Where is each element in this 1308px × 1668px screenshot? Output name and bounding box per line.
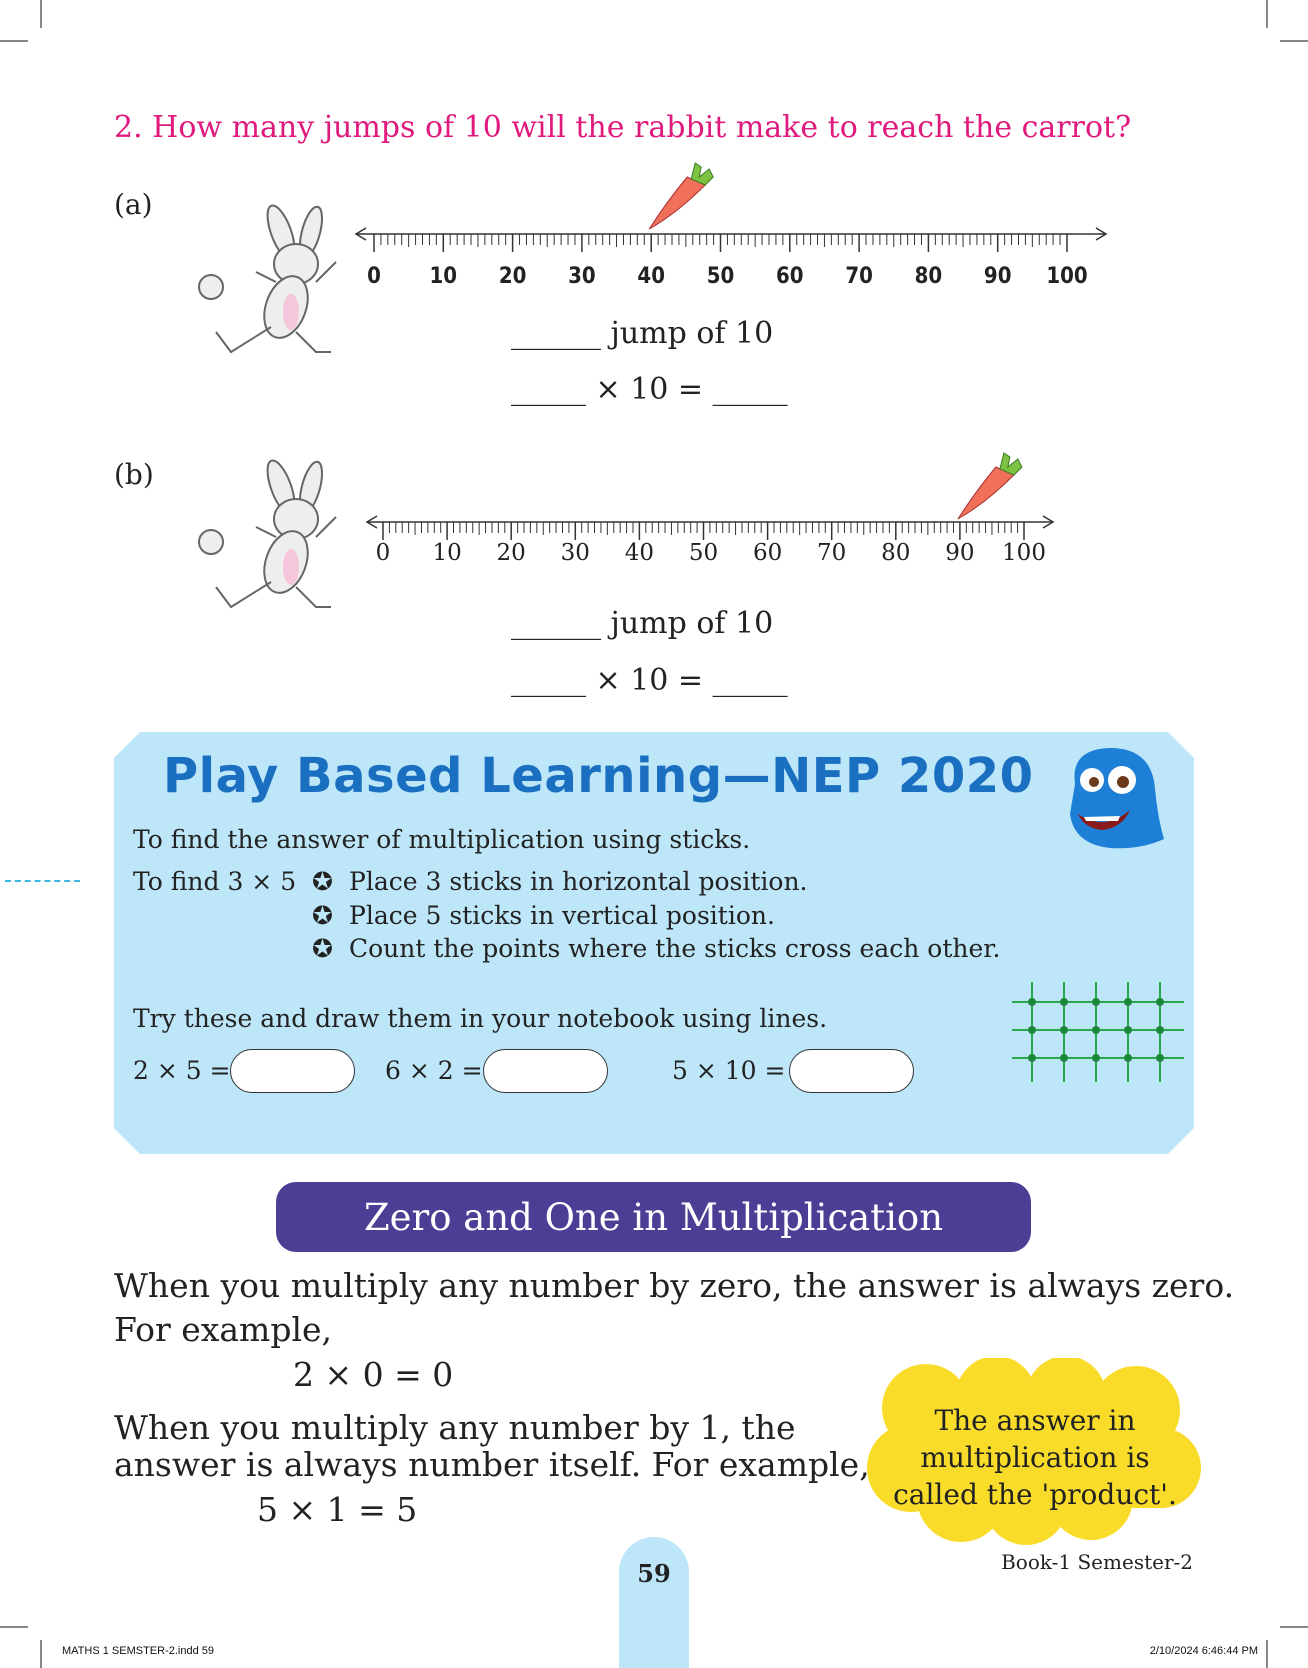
footer-file: MATHS 1 SEMSTER-2.indd 59 bbox=[62, 1645, 215, 1657]
one-rule-text-1: When you multiply any number by 1, the bbox=[114, 1408, 796, 1447]
tick-label: 80 bbox=[881, 540, 910, 566]
sticks-grid-diagram bbox=[1012, 982, 1184, 1082]
tick-label: 50 bbox=[707, 264, 735, 289]
crossing-point bbox=[1156, 1054, 1164, 1062]
tick-label: 30 bbox=[561, 540, 590, 566]
tick-label: 0 bbox=[376, 540, 391, 566]
play-try-text: Try these and draw them in your notebook… bbox=[133, 1004, 828, 1033]
crossing-point bbox=[1060, 1026, 1068, 1034]
crop-mark bbox=[0, 1626, 28, 1628]
crossing-point bbox=[1028, 1026, 1036, 1034]
tick-label: 60 bbox=[753, 540, 782, 566]
crossing-point bbox=[1156, 998, 1164, 1006]
rabbit-icon bbox=[198, 204, 337, 354]
tick-label: 30 bbox=[568, 264, 596, 289]
crossing-point bbox=[1124, 1054, 1132, 1062]
part-a-label: (a) bbox=[114, 188, 153, 221]
question-title: 2. How many jumps of 10 will the rabbit … bbox=[114, 110, 1132, 145]
crossing-point bbox=[1028, 998, 1036, 1006]
play-step: Count the points where the sticks cross … bbox=[349, 934, 1001, 963]
tick-label: 20 bbox=[497, 540, 526, 566]
zero-example: 2 × 0 = 0 bbox=[293, 1355, 454, 1394]
tick-label: 100 bbox=[1046, 264, 1087, 289]
crossing-point bbox=[1092, 1054, 1100, 1062]
play-step: Place 5 sticks in vertical position. bbox=[349, 901, 775, 930]
carrot-icon bbox=[648, 162, 714, 230]
play-step: Place 3 sticks in horizontal position. bbox=[349, 867, 808, 896]
number-lines: 0 10 20 30 40 50 60 70 80 90 100 0 10 20 30 40 50 60 70 80 9… bbox=[198, 162, 1108, 609]
tick-label: 80 bbox=[915, 264, 943, 289]
book-label: Book-1 Semester-2 bbox=[1001, 1550, 1193, 1574]
tick-label: 50 bbox=[689, 540, 718, 566]
tick-label: 70 bbox=[817, 540, 846, 566]
crossing-point bbox=[1028, 1054, 1036, 1062]
star-bullet-icon: ✪ bbox=[312, 934, 333, 963]
crossing-point bbox=[1060, 998, 1068, 1006]
crossing-point bbox=[1124, 998, 1132, 1006]
zero-rule-text: When you multiply any number by zero, th… bbox=[114, 1266, 1235, 1305]
crossing-point bbox=[1092, 1026, 1100, 1034]
page-number: 59 bbox=[637, 1559, 671, 1588]
exercise-label: 2 × 5 = bbox=[133, 1056, 231, 1085]
section-banner: Zero and One in Multiplication bbox=[276, 1182, 1031, 1252]
exercise-answer-box[interactable] bbox=[230, 1049, 355, 1093]
play-intro: To find the answer of multiplication usi… bbox=[133, 825, 751, 854]
play-find-label: To find 3 × 5 bbox=[133, 867, 297, 896]
crossing-point bbox=[1156, 1026, 1164, 1034]
part-b-equation: _____ × 10 = _____ bbox=[511, 663, 788, 698]
dashed-guide bbox=[5, 880, 80, 882]
number-line bbox=[354, 227, 1108, 252]
part-b-label: (b) bbox=[114, 458, 154, 491]
crop-mark bbox=[1280, 40, 1308, 42]
tick-label: 100 bbox=[1002, 540, 1046, 566]
page-number-tab: 59 bbox=[619, 1537, 689, 1668]
tick-label: 0 bbox=[367, 264, 381, 289]
one-example: 5 × 1 = 5 bbox=[257, 1490, 418, 1529]
star-bullet-icon: ✪ bbox=[312, 867, 333, 896]
number-line bbox=[365, 515, 1055, 540]
star-bullet-icon: ✪ bbox=[312, 901, 333, 930]
crop-mark bbox=[0, 40, 28, 42]
tick-label: 90 bbox=[945, 540, 974, 566]
tick-label: 10 bbox=[432, 540, 461, 566]
for-example-text: For example, bbox=[114, 1310, 333, 1349]
crop-mark bbox=[40, 0, 42, 28]
monster-mascot-icon bbox=[1070, 748, 1164, 849]
crop-mark bbox=[1266, 1640, 1268, 1668]
crop-mark bbox=[1266, 0, 1268, 28]
footer-date: 2/10/2024 6:46:44 PM bbox=[1149, 1645, 1258, 1657]
crossing-point bbox=[1124, 1026, 1132, 1034]
tick-label: 60 bbox=[776, 264, 804, 289]
play-title: Play Based Learning—NEP 2020 bbox=[163, 748, 1034, 804]
tick-label: 40 bbox=[625, 540, 654, 566]
crop-mark bbox=[1280, 1626, 1308, 1628]
note-line: multiplication is bbox=[920, 1441, 1150, 1474]
one-rule-text-2: answer is always number itself. For exam… bbox=[114, 1445, 870, 1484]
tick-label: 40 bbox=[637, 264, 665, 289]
exercise-label: 5 × 10 = bbox=[672, 1056, 786, 1085]
tick-label: 10 bbox=[430, 264, 458, 289]
tick-label: 20 bbox=[499, 264, 527, 289]
tick-label: 90 bbox=[984, 264, 1012, 289]
tick-label: 70 bbox=[845, 264, 873, 289]
exercise-answer-box[interactable] bbox=[483, 1049, 608, 1093]
exercise-answer-box[interactable] bbox=[789, 1049, 914, 1093]
exercise-label: 6 × 2 = bbox=[385, 1056, 483, 1085]
part-a-jump-text: ______ jump of 10 bbox=[511, 316, 774, 351]
crossing-point bbox=[1060, 1054, 1068, 1062]
part-a-equation: _____ × 10 = _____ bbox=[511, 372, 788, 407]
product-note: The answer in multiplication is called t… bbox=[870, 1402, 1200, 1513]
note-line: called the 'product'. bbox=[893, 1478, 1177, 1511]
rabbit-icon bbox=[198, 459, 337, 609]
crossing-point bbox=[1092, 998, 1100, 1006]
crop-mark bbox=[40, 1640, 42, 1668]
carrot-icon bbox=[957, 452, 1023, 520]
product-cloud bbox=[867, 1358, 1201, 1545]
part-b-jump-text: ______ jump of 10 bbox=[511, 606, 774, 641]
note-line: The answer in bbox=[934, 1404, 1136, 1437]
